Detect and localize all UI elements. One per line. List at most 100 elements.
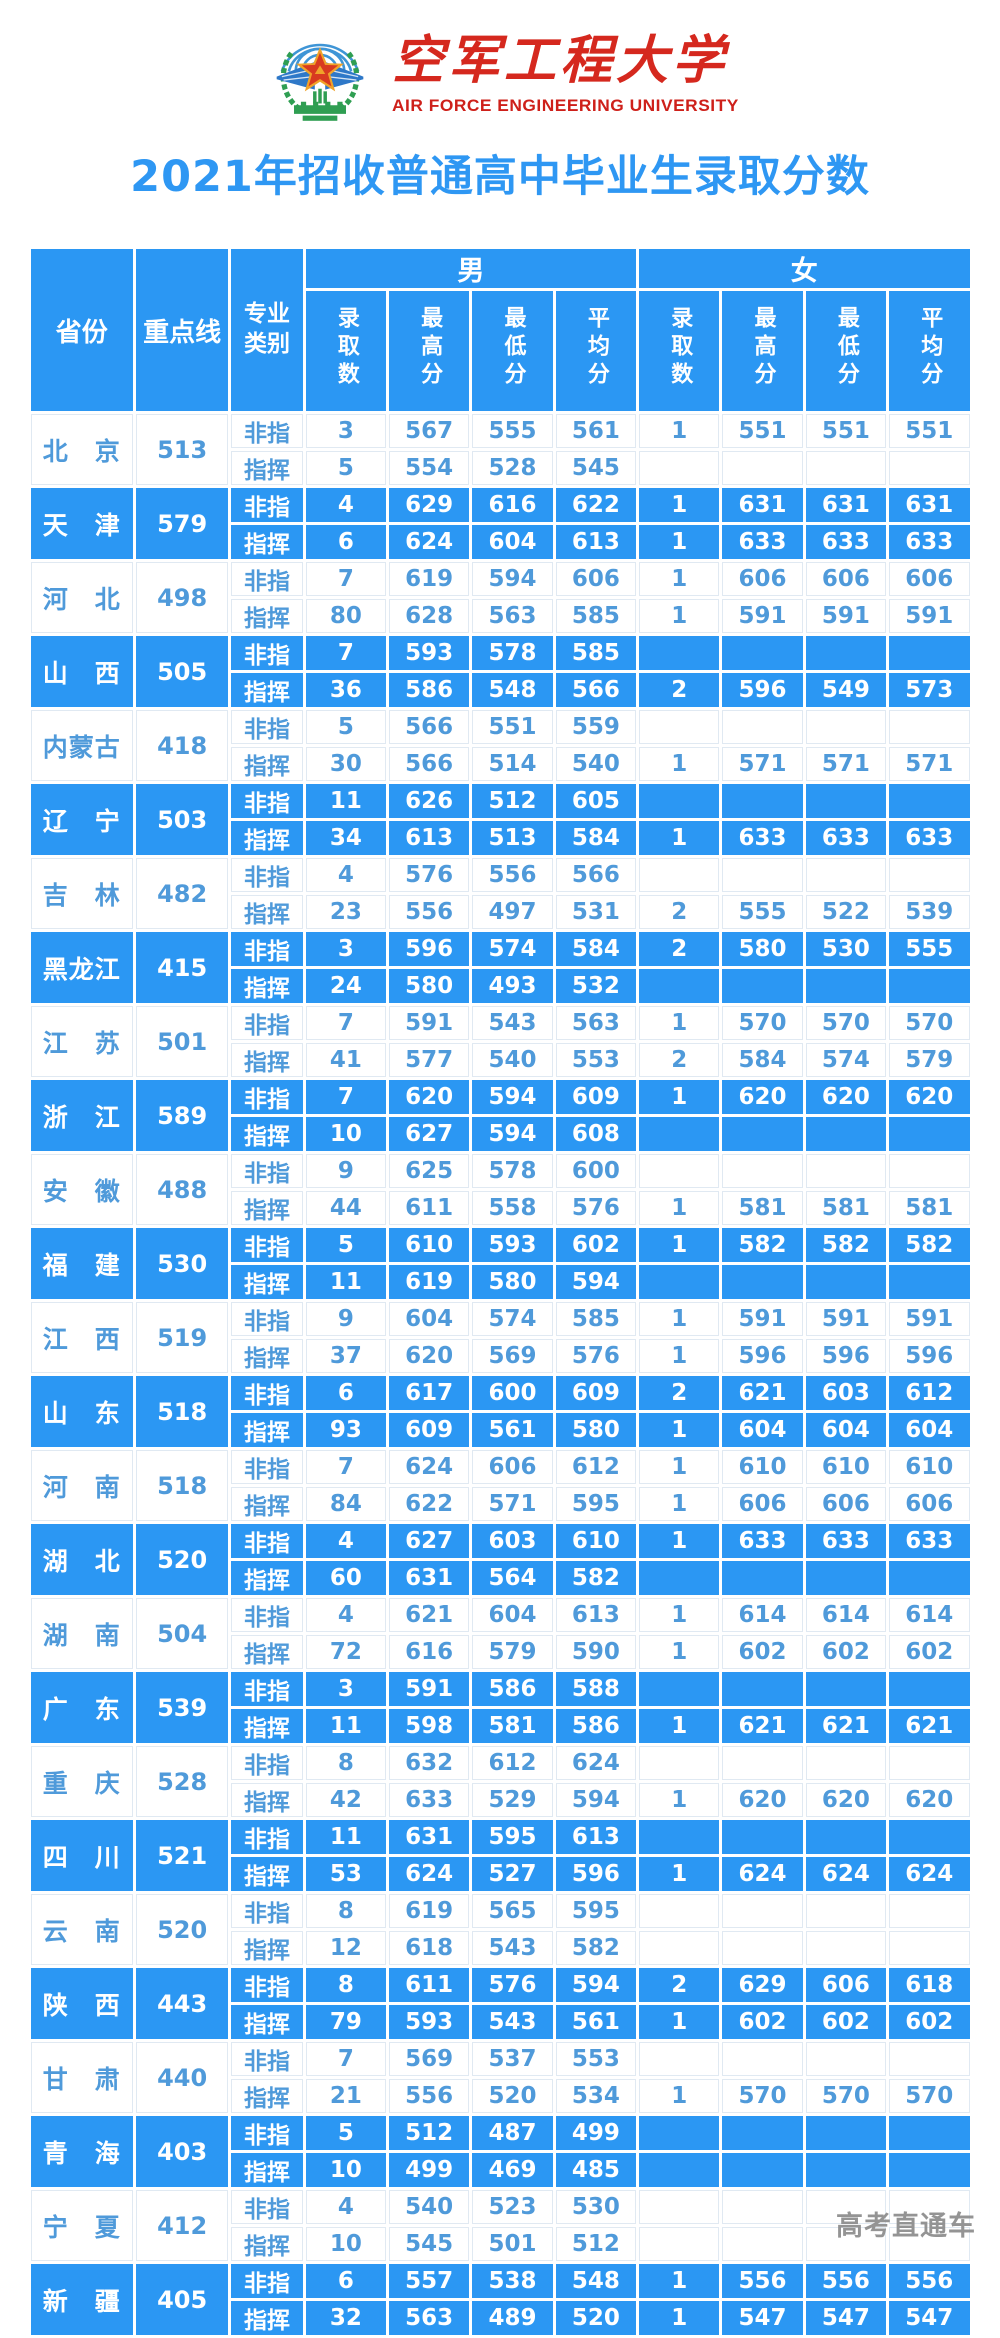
score-cell: 596 (889, 1339, 970, 1373)
score-cell: 36 (305, 673, 386, 707)
score-cell: 591 (389, 1006, 470, 1040)
col-group-female: 女 (639, 249, 970, 288)
score-cell: 574 (472, 932, 553, 966)
score-cell: 37 (305, 1339, 386, 1373)
score-cell: 540 (389, 2190, 470, 2224)
category-cell: 非指 (231, 1894, 303, 1928)
province-cell: 山 西 (30, 636, 133, 707)
score-cell: 593 (389, 2005, 470, 2039)
score-cell: 606 (722, 562, 803, 596)
score-cell: 580 (555, 1413, 637, 1447)
score-cell: 566 (389, 747, 470, 781)
keyline-cell: 530 (135, 1228, 229, 1299)
category-cell: 非指 (231, 414, 303, 448)
score-cell: 613 (555, 525, 637, 559)
score-cell: 8 (305, 1894, 386, 1928)
university-name-cn: 空军工程大学 (392, 29, 729, 91)
score-cell: 556 (389, 895, 470, 929)
category-cell: 非指 (231, 1228, 303, 1262)
keyline-cell: 440 (135, 2042, 229, 2113)
score-cell: 7 (305, 1080, 386, 1114)
table-row: 指挥 60 631 564 582 (31, 1561, 970, 1595)
score-cell: 610 (805, 1450, 887, 1484)
score-cell: 9 (305, 1302, 386, 1336)
score-cell (805, 2227, 887, 2261)
category-cell: 指挥 (231, 2153, 303, 2187)
table-row: 指挥 23 556 497 531 2 555 522 539 (31, 895, 970, 929)
score-cell: 540 (472, 1043, 553, 1077)
score-cell (805, 1746, 887, 1780)
score-cell: 624 (805, 1857, 887, 1891)
category-cell: 非指 (231, 1746, 303, 1780)
keyline-cell: 403 (135, 2116, 229, 2187)
score-cell: 581 (722, 1191, 803, 1225)
score-cell: 84 (305, 1487, 386, 1521)
keyline-cell: 443 (135, 1968, 229, 2039)
score-cell: 559 (555, 710, 637, 744)
score-cell: 561 (555, 2005, 637, 2039)
category-cell: 非指 (231, 932, 303, 966)
score-cell: 538 (472, 2264, 553, 2298)
score-cell (639, 710, 720, 744)
score-cell: 5 (305, 2116, 386, 2150)
province-cell: 新 疆 (30, 2264, 133, 2335)
province-cell: 江 西 (30, 1302, 133, 1373)
table-row: 河 南 518 非指 7 624 606 612 1 610 610 610 (30, 1450, 970, 1521)
score-cell: 579 (472, 1635, 553, 1669)
score-cell: 627 (389, 1117, 470, 1151)
score-cell: 555 (472, 414, 553, 448)
score-cell: 610 (555, 1524, 637, 1558)
province-cell: 河 北 (30, 562, 133, 633)
table-row: 云 南 520 非指 8 619 565 595 (30, 1894, 970, 1965)
score-cell: 545 (389, 2227, 470, 2261)
score-cell: 576 (555, 1339, 637, 1373)
score-cell: 2 (639, 673, 720, 707)
score-cell: 23 (305, 895, 386, 929)
score-cell: 571 (472, 1487, 553, 1521)
score-cell: 602 (805, 1635, 887, 1669)
score-cell (639, 1265, 720, 1299)
score-cell (639, 2190, 720, 2224)
province-cell: 吉 林 (30, 858, 133, 929)
table-row: 湖 南 504 非指 4 621 604 613 1 614 614 614 (30, 1598, 970, 1669)
score-cell: 543 (472, 1006, 553, 1040)
score-cell (722, 2153, 803, 2187)
col-header-male-admitted: 录取数 (305, 291, 386, 411)
score-cell: 499 (555, 2116, 637, 2150)
score-cell: 556 (805, 2264, 887, 2298)
score-cell: 574 (805, 1043, 887, 1077)
score-cell: 633 (722, 821, 803, 855)
score-cell: 621 (722, 1709, 803, 1743)
score-cell: 553 (555, 2042, 637, 2076)
score-cell: 514 (472, 747, 553, 781)
score-cell: 522 (805, 895, 887, 929)
score-cell: 2 (639, 1043, 720, 1077)
score-cell (889, 1894, 970, 1928)
score-cell: 633 (722, 525, 803, 559)
table-row: 指挥 12 618 543 582 (31, 1931, 970, 1965)
score-cell: 633 (889, 525, 970, 559)
table-row: 四 川 521 非指 11 631 595 613 (30, 1820, 970, 1891)
col-header-province: 省份 (30, 249, 133, 411)
category-cell: 非指 (231, 710, 303, 744)
keyline-cell: 520 (135, 1524, 229, 1595)
score-cell: 520 (555, 2301, 637, 2335)
score-cell: 593 (472, 1228, 553, 1262)
score-cell: 631 (889, 488, 970, 522)
score-cell: 532 (555, 969, 637, 1003)
table-row: 江 西 519 非指 9 604 574 585 1 591 591 591 (30, 1302, 970, 1373)
score-cell: 581 (805, 1191, 887, 1225)
score-cell: 556 (722, 2264, 803, 2298)
score-cell (639, 2227, 720, 2261)
table-row: 指挥 93 609 561 580 1 604 604 604 (31, 1413, 970, 1447)
score-cell: 1 (639, 1524, 720, 1558)
score-cell: 30 (305, 747, 386, 781)
table-row: 安 徽 488 非指 9 625 578 600 (30, 1154, 970, 1225)
score-cell (889, 451, 970, 485)
score-cell: 4 (305, 488, 386, 522)
category-cell: 非指 (231, 1006, 303, 1040)
score-cell: 7 (305, 2042, 386, 2076)
category-cell: 非指 (231, 1154, 303, 1188)
score-cell (639, 2042, 720, 2076)
score-cell: 620 (389, 1339, 470, 1373)
